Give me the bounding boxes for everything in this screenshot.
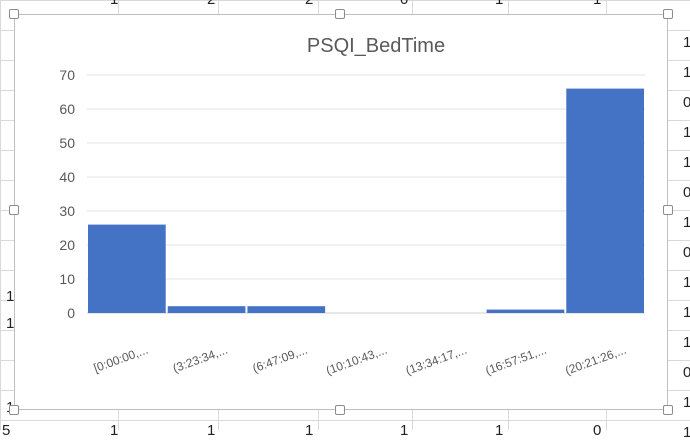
bar-chart: PSQI_BedTime 0 10 20 30 40 50 60 70 [0:00:00,..… <box>59 35 645 378</box>
chart-object[interactable]: PSQI_BedTime 0 10 20 30 40 50 60 70 [0:00:00,..… <box>14 14 668 410</box>
sheet-cell-value: 1 <box>683 334 690 351</box>
bar <box>88 224 166 313</box>
y-tick-label: 60 <box>59 101 75 117</box>
sheet-cell-value: 2 <box>207 0 215 7</box>
y-tick-label: 50 <box>59 135 75 151</box>
sheet-cell-value: 1 <box>683 214 690 231</box>
sheet-cell-value: 1 <box>683 154 690 171</box>
sheet-cell-value: 5 <box>2 422 11 439</box>
sheet-cell-value: 0 <box>683 184 690 201</box>
sheet-cell-value: 1 <box>593 0 601 7</box>
y-tick-label: 10 <box>59 271 75 287</box>
resize-handle-bottom-left[interactable] <box>9 405 19 415</box>
sheet-cell-value: 1 <box>495 0 503 7</box>
sheet-cell-value: 1 <box>683 34 690 51</box>
sheet-cell-value: 1 <box>683 124 690 141</box>
sheet-cell-value: 0 <box>683 244 690 261</box>
bar <box>486 309 565 313</box>
sheet-cell-value: 1 <box>495 422 504 439</box>
sheet-cell-value: 1 <box>6 315 15 332</box>
resize-handle-top[interactable] <box>335 9 345 19</box>
bar <box>247 306 326 313</box>
y-tick-label: 40 <box>59 169 75 185</box>
sheet-cell-value: 1 <box>683 64 690 81</box>
x-category-label: (16:57:51,... <box>483 343 548 378</box>
sheet-cell-value: 1 <box>207 422 216 439</box>
sheet-cell-value: 0 <box>400 0 408 7</box>
sheet-cell-value: 1 <box>683 424 690 441</box>
y-tick-label: 20 <box>59 237 75 253</box>
sheet-cell-value: 0 <box>683 94 690 111</box>
y-tick-label: 30 <box>59 203 75 219</box>
resize-handle-left[interactable] <box>9 205 19 215</box>
bars <box>88 88 644 313</box>
x-category-label: (10:10:43,... <box>324 343 389 378</box>
y-axis-ticks: 0 10 20 30 40 50 60 70 <box>59 67 75 321</box>
resize-handle-top-left[interactable] <box>9 9 19 19</box>
x-axis-categories: [0:00:00,... (3:23:34,... (6:47:09,... (10:… <box>92 343 628 378</box>
gridlines <box>87 74 645 314</box>
x-category-label: (13:34:17,... <box>404 343 469 378</box>
resize-handle-bottom[interactable] <box>335 405 345 415</box>
sheet-cell-value: 0 <box>683 364 690 381</box>
y-tick-label: 70 <box>59 67 75 83</box>
resize-handle-top-right[interactable] <box>663 9 673 19</box>
sheet-cell-value: 0 <box>593 422 602 439</box>
x-category-label: [0:00:00,... <box>92 343 150 376</box>
sheet-cell-value: 1 <box>400 422 409 439</box>
sheet-cell-value: 1 <box>305 422 314 439</box>
resize-handle-bottom-right[interactable] <box>663 405 673 415</box>
y-tick-label: 0 <box>67 305 75 321</box>
bar <box>566 88 644 313</box>
sheet-cell-value: 2 <box>305 0 313 7</box>
sheet-cell-value: 1 <box>683 274 690 291</box>
x-category-label: (6:47:09,... <box>251 343 310 376</box>
x-category-label: (3:23:34,... <box>171 343 230 376</box>
sheet-cell-value: 1 <box>6 288 15 305</box>
sheet-cell-value: 1 <box>683 394 690 411</box>
chart-title: PSQI_BedTime <box>307 35 445 57</box>
sheet-cell-value: 1 <box>110 422 119 439</box>
resize-handle-right[interactable] <box>663 205 673 215</box>
sheet-cell-value: 1 <box>110 0 118 7</box>
sheet-cell-value: 1 <box>683 304 690 321</box>
x-category-label: (20:21:26,... <box>563 343 628 378</box>
bar <box>167 306 246 313</box>
